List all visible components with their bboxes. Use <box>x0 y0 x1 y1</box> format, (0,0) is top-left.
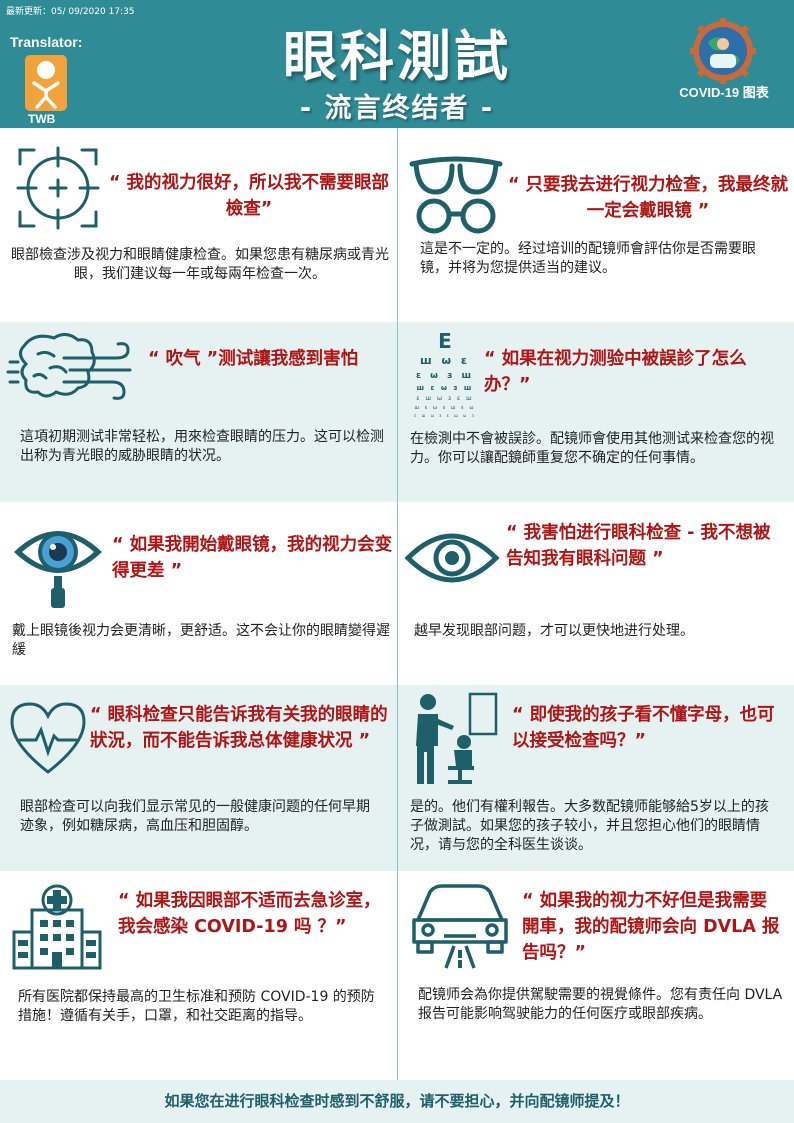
myth-question-6: “ 我害怕进行眼科检查 - 我不想被告知我有眼科问题 ” <box>506 523 771 569</box>
twb-label: TWB <box>28 112 56 126</box>
eye-icon <box>404 533 500 583</box>
myth-question-8: “ 即使我的孩子看不懂字母，也可以接受检查吗？” <box>512 705 775 751</box>
eye-chart-icon: E ш ω ε ε ω з ш ш ε ω з ш ε ш ω з ε ш ш … <box>414 330 476 418</box>
myth-question-10: “ 如果我的视力不好但是我需要開車，我的配镜师会向 DVLA 报告吗？” <box>522 891 780 963</box>
column-divider <box>397 128 398 1080</box>
twb-logo-icon <box>25 55 67 111</box>
eye-magnifier-icon <box>14 531 102 608</box>
svg-text:ε ш ω з ε ш ω з: ε ш ω з ε ш ω з <box>414 413 476 418</box>
svg-text:ε ш ω з ε ш: ε ш ω з ε ш <box>416 395 473 402</box>
myth-question-7: “ 眼科检查只能告诉我有关我的眼睛的狀況，而不能告诉我总体健康状况 ” <box>90 705 388 751</box>
myth-answer-5: 戴上眼镜後视力会更清晰，更舒适。这不会让你的眼睛變得遲緩 <box>12 623 390 658</box>
child-eye-test-icon <box>416 692 498 784</box>
myth-answer-1: 眼部檢查涉及视力和眼睛健康检查。如果您患有糖尿病或青光眼，我们建议每一年或每兩年… <box>11 247 389 282</box>
myth-question-4: “ 如果在视力测验中被誤診了怎么办？” <box>484 349 747 395</box>
translator-label: Translator: <box>10 34 83 50</box>
hospital-icon <box>12 884 102 970</box>
myth-question-9: “ 如果我因眼部不适而去急诊室，我会感染 COVID-19 吗 ？” <box>118 891 381 937</box>
myth-answer-6: 越早发现眼部问题，才可以更快地进行处理。 <box>414 623 694 639</box>
myth-answer-4: 在檢測中不會被誤診。配镜师會使用其他测试来检查您的视力。你可以讓配鏡師重复您不确… <box>410 431 774 466</box>
covid-globe-icon <box>690 18 756 84</box>
footer-note: 如果您在进行眼科检查时感到不舒服，请不要担心，并向配镜师提及！ <box>164 1092 630 1110</box>
page-subtitle: - 流言终结者 - <box>299 93 495 124</box>
svg-text:ш ε ω з ш: ш ε ω з ш <box>417 384 474 392</box>
myth-answer-8: 是的。他们有權利報告。大多数配镜师能够給5岁以上的孩子做測試。如果您的孩子较小，… <box>410 799 769 853</box>
myth-question-3: “ 吹气 ”测试讓我感到害怕 <box>148 349 359 369</box>
myth-answer-9: 所有医院都保持最高的卫生标准和预防 COVID-19 的预防措施！遵循有关手，口… <box>18 989 375 1024</box>
page-title: 眼科測試 <box>283 25 511 88</box>
car-road-icon <box>412 884 508 969</box>
covid-label: COVID-19 图表 <box>679 85 769 100</box>
svg-text:ш ε ω з ш ε ω: ш ε ω з ш ε ω <box>414 405 475 411</box>
myth-answer-10: 配镜师会為你提供駕駛需要的視覺條件。您有责任向 DVLA 报告可能影响驾驶能力的… <box>418 987 783 1022</box>
last-updated: 最新更新：05/ 09/2020 17:35 <box>6 7 135 17</box>
air-puff-icon <box>6 333 132 400</box>
svg-text:E: E <box>438 330 452 353</box>
myth-answer-7: 眼部检查可以向我们显示常见的一般健康问题的任何早期迹象，例如糖尿病，高血压和胆固… <box>20 799 370 834</box>
glasses-icon <box>409 156 503 234</box>
footer-band: 如果您在进行眼科检查时感到不舒服，请不要担心，并向配镜师提及！ <box>0 1080 794 1123</box>
heart-pulse-icon <box>10 702 86 774</box>
myth-question-5: “ 如果我開始戴眼镜，我的视力会变得更差 ” <box>112 535 393 581</box>
crosshair-target-icon <box>16 146 100 230</box>
svg-text:ε ω з ш: ε ω з ш <box>416 371 474 381</box>
myth-question-1: “ 我的视力很好，所以我不需要眼部檢查” <box>108 173 390 219</box>
myth-question-2: “ 只要我去进行视力检查，我最终就一定会戴眼镜 ” <box>507 175 789 221</box>
myth-answer-3: 這項初期测试非常轻松，用來检查眼睛的压力。这可以检测出称为青光眼的威胁眼睛的状况… <box>20 429 384 464</box>
header-banner: 最新更新：05/ 09/2020 17:35 Translator: TWB 眼… <box>0 0 794 128</box>
svg-text:ш ω ε: ш ω ε <box>420 354 470 367</box>
myth-answer-2: 這是不一定的。经过培训的配镜师會評估你是否需要眼镜，并将为您提供适当的建议。 <box>420 241 756 276</box>
